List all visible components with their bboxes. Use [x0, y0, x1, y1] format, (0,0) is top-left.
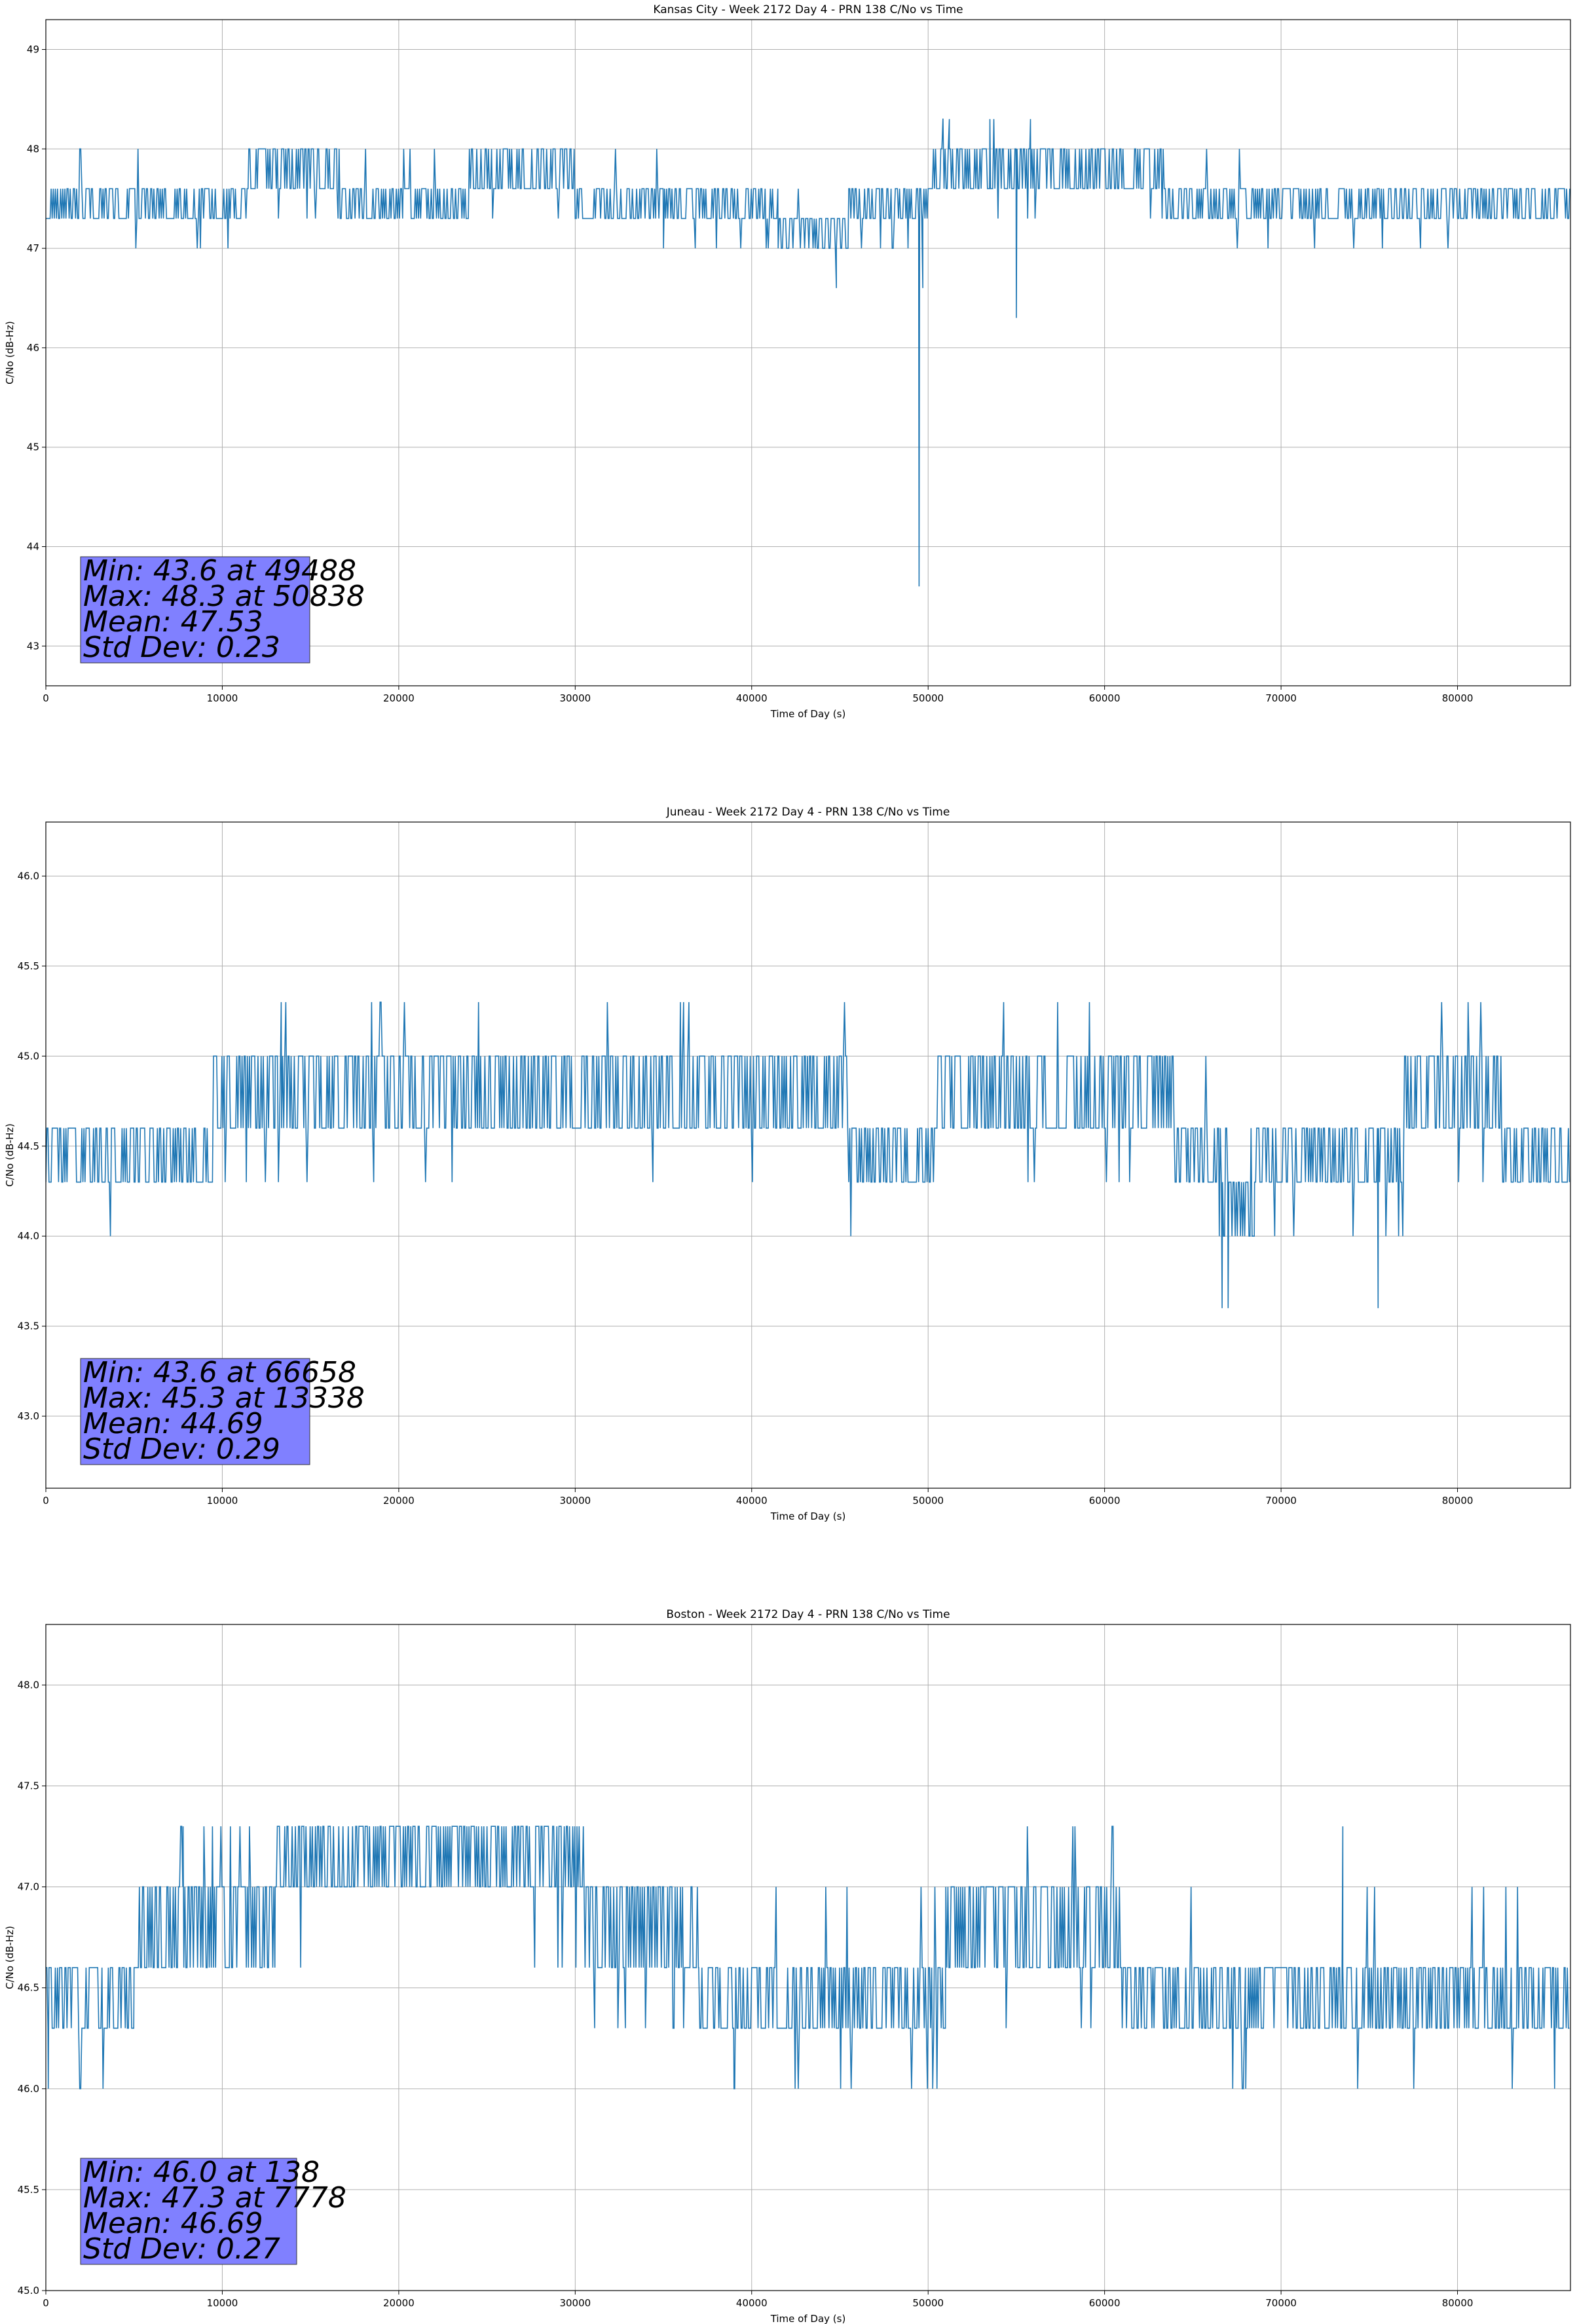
chart-title: Boston - Week 2172 Day 4 - PRN 138 C/No … [666, 1608, 950, 1621]
y-tick-label: 45.0 [18, 1050, 39, 1062]
stats-line: Min: 43.6 at 66658 [83, 1356, 356, 1389]
stats-line: Max: 47.3 at 7778 [83, 2181, 346, 2215]
stats-line: Min: 46.0 at 138 [83, 2156, 320, 2189]
y-tick-label: 48.0 [18, 1679, 39, 1691]
y-tick-label: 44 [27, 540, 39, 552]
x-tick-label: 50000 [912, 2297, 944, 2309]
y-tick-label: 46.0 [18, 2083, 39, 2095]
stats-line: Std Dev: 0.23 [83, 631, 280, 664]
x-tick-label: 0 [43, 1495, 49, 1507]
y-tick-label: 43 [27, 640, 39, 652]
x-tick-label: 80000 [1442, 1495, 1474, 1507]
x-axis-label: Time of Day (s) [770, 1510, 846, 1522]
x-tick-label: 80000 [1442, 2297, 1474, 2309]
x-tick-label: 70000 [1265, 1495, 1297, 1507]
x-tick-label: 60000 [1089, 692, 1121, 704]
x-tick-label: 60000 [1089, 2297, 1121, 2309]
y-axis-label: C/No (dB-Hz) [4, 321, 16, 384]
y-tick-label: 47 [27, 242, 39, 254]
stats-line: Mean: 44.69 [83, 1407, 263, 1440]
x-tick-label: 40000 [736, 2297, 768, 2309]
stats-line: Mean: 47.53 [83, 605, 263, 639]
x-tick-label: 20000 [383, 1495, 415, 1507]
y-tick-label: 44.0 [18, 1230, 39, 1242]
y-tick-label: 45.5 [18, 2184, 39, 2196]
stats-line: Mean: 46.69 [83, 2207, 263, 2240]
y-tick-label: 46.0 [18, 870, 39, 882]
x-tick-label: 80000 [1442, 692, 1474, 704]
stats-box [80, 2158, 297, 2265]
data-series-line [46, 1826, 1570, 2090]
axes-frame [45, 19, 1571, 686]
x-tick-label: 60000 [1089, 1495, 1121, 1507]
x-tick-label: 20000 [383, 692, 415, 704]
x-axis-label: Time of Day (s) [770, 2313, 846, 2324]
stats-box [80, 1358, 310, 1465]
chart-panel-1: Juneau - Week 2172 Day 4 - PRN 138 C/No … [4, 806, 1571, 1522]
y-tick-label: 46.5 [18, 1982, 39, 1994]
axes-frame [45, 1624, 1571, 2291]
y-tick-label: 43.5 [18, 1321, 39, 1332]
stats-line: Std Dev: 0.27 [83, 2232, 280, 2266]
y-tick-label: 44.5 [18, 1140, 39, 1152]
y-tick-label: 48 [27, 143, 39, 155]
data-series-line [46, 1002, 1570, 1309]
stats-box [80, 556, 310, 664]
x-axis-label: Time of Day (s) [770, 708, 846, 720]
y-tick-label: 45.5 [18, 960, 39, 972]
stats-line: Std Dev: 0.29 [83, 1433, 280, 1466]
x-tick-label: 50000 [912, 692, 944, 704]
x-tick-label: 30000 [559, 692, 591, 704]
y-tick-label: 43.0 [18, 1410, 39, 1422]
x-tick-label: 0 [43, 2297, 49, 2309]
y-tick-label: 47.5 [18, 1780, 39, 1792]
x-tick-label: 40000 [736, 692, 768, 704]
y-axis-label: C/No (dB-Hz) [4, 1926, 16, 1989]
x-tick-label: 20000 [383, 2297, 415, 2309]
stats-line: Max: 48.3 at 50838 [83, 580, 365, 613]
chart-title: Juneau - Week 2172 Day 4 - PRN 138 C/No … [666, 806, 950, 819]
stats-line: Min: 43.6 at 49488 [83, 554, 356, 588]
data-series-line [46, 119, 1570, 587]
axes-frame [45, 821, 1571, 1489]
chart-panel-2: Boston - Week 2172 Day 4 - PRN 138 C/No … [4, 1608, 1571, 2324]
x-tick-label: 50000 [912, 1495, 944, 1507]
chart-title: Kansas City - Week 2172 Day 4 - PRN 138 … [653, 3, 963, 16]
x-tick-label: 40000 [736, 1495, 768, 1507]
x-tick-label: 70000 [1265, 692, 1297, 704]
x-tick-label: 10000 [207, 1495, 238, 1507]
stats-line: Max: 45.3 at 13338 [83, 1381, 365, 1415]
y-tick-label: 45 [27, 441, 39, 453]
x-tick-label: 70000 [1265, 2297, 1297, 2309]
x-tick-label: 0 [43, 692, 49, 704]
y-tick-label: 46 [27, 342, 39, 354]
x-tick-label: 30000 [559, 2297, 591, 2309]
x-tick-label: 10000 [207, 2297, 238, 2309]
y-tick-label: 47.0 [18, 1881, 39, 1893]
x-tick-label: 10000 [207, 692, 238, 704]
chart-panel-0: Kansas City - Week 2172 Day 4 - PRN 138 … [4, 3, 1571, 720]
y-tick-label: 49 [27, 44, 39, 56]
y-axis-label: C/No (dB-Hz) [4, 1123, 16, 1187]
x-tick-label: 30000 [559, 1495, 591, 1507]
y-tick-label: 45.0 [18, 2285, 39, 2296]
